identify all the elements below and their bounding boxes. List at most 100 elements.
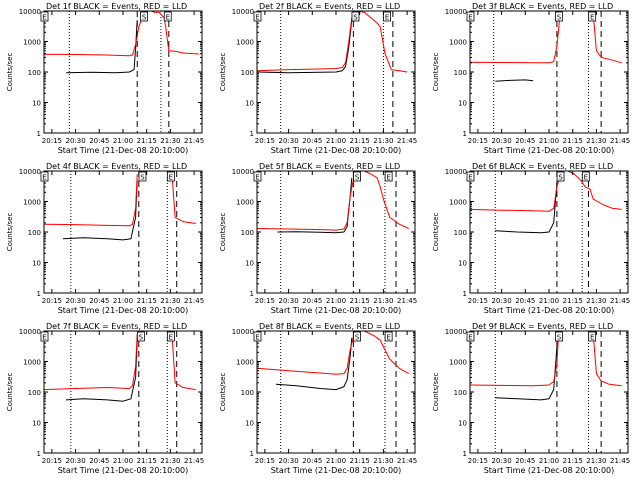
- y-axis-label: Counts/sec: [432, 53, 440, 92]
- event-marker-label: E: [255, 174, 259, 182]
- y-tick-label: 10000: [445, 328, 467, 336]
- event-marker-box: [466, 11, 475, 22]
- x-tick-label: 21:45: [397, 297, 417, 305]
- x-tick-label: 20:45: [515, 457, 535, 465]
- event-marker-box: [555, 331, 563, 342]
- y-tick-label: 1: [250, 130, 254, 138]
- y-tick-label: 1000: [236, 199, 254, 207]
- y-tick-label: 1: [463, 130, 467, 138]
- y-tick-label: 10: [32, 260, 41, 268]
- x-tick-label: 20:15: [42, 297, 62, 305]
- x-tick-label: 20:15: [42, 137, 62, 145]
- x-tick-label: 21:30: [160, 457, 180, 465]
- event-marker-label: E: [584, 174, 588, 182]
- panel-title: Det 3f BLACK = Events, RED = LLD: [472, 2, 613, 11]
- x-axis-label: Start Time (21-Dec-08 20:10:00): [271, 306, 402, 315]
- x-tick-label: 21:30: [586, 297, 606, 305]
- event-marker-box: [384, 171, 393, 182]
- detector-panel: Det 8f BLACK = Events, RED = LLD 1 10 100 10…: [219, 322, 417, 475]
- events-series-line: [275, 337, 353, 391]
- y-tick-label: 1000: [23, 359, 41, 367]
- panel-title: Det 5f BLACK = Events, RED = LLD: [259, 162, 400, 171]
- event-marker-box: [556, 171, 565, 182]
- y-tick-label: 100: [241, 69, 254, 77]
- panel-title: Det 2f BLACK = Events, RED = LLD: [259, 2, 400, 11]
- x-tick-label: 21:30: [586, 457, 606, 465]
- y-tick-label: 100: [454, 69, 467, 77]
- y-tick-label: 10: [458, 420, 467, 428]
- x-tick-label: 21:00: [326, 297, 346, 305]
- detector-panel: Det 1f BLACK = Events, RED = LLD 1 10 100 10…: [6, 2, 204, 155]
- x-axis-label: Start Time (21-Dec-08 20:10:00): [484, 306, 615, 315]
- event-marker-label: E: [468, 174, 472, 182]
- event-marker-label: E: [169, 334, 173, 342]
- event-marker-label: S: [140, 174, 145, 182]
- x-tick-label: 20:30: [279, 457, 299, 465]
- x-tick-label: 21:15: [563, 297, 583, 305]
- panel-title: Det 8f BLACK = Events, RED = LLD: [259, 322, 400, 331]
- events-series-line: [66, 20, 138, 74]
- x-axis-label: Start Time (21-Dec-08 20:10:00): [271, 146, 402, 155]
- event-marker-box: [588, 331, 597, 342]
- event-marker-box: [40, 11, 49, 22]
- y-tick-label: 1: [37, 290, 41, 298]
- y-tick-label: 1000: [449, 199, 467, 207]
- event-marker-box: [40, 171, 49, 182]
- x-axis-label: Start Time (21-Dec-08 20:10:00): [58, 466, 189, 475]
- x-tick-label: 21:15: [137, 457, 157, 465]
- x-tick-label: 21:00: [539, 297, 559, 305]
- x-tick-label: 21:45: [184, 297, 204, 305]
- lld-series-line: [592, 333, 622, 387]
- detector-panel: Det 4f BLACK = Events, RED = LLD 1 10 100 10…: [6, 162, 204, 315]
- plot-frame: [469, 330, 629, 454]
- event-marker-box: [40, 331, 49, 342]
- x-tick-label: 20:15: [255, 297, 275, 305]
- x-tick-label: 20:45: [89, 457, 109, 465]
- detector-panel: Det 9f BLACK = Events, RED = LLD 1 10 100 10…: [432, 322, 630, 475]
- x-tick-label: 20:15: [255, 137, 275, 145]
- y-tick-label: 10000: [232, 328, 254, 336]
- y-tick-label: 10: [458, 100, 467, 108]
- x-tick-label: 21:30: [373, 297, 393, 305]
- x-tick-label: 20:45: [89, 297, 109, 305]
- x-tick-label: 21:00: [113, 457, 133, 465]
- x-tick-label: 20:30: [492, 457, 512, 465]
- x-tick-label: 21:45: [610, 137, 630, 145]
- y-tick-label: 10: [245, 100, 254, 108]
- x-tick-label: 21:45: [184, 457, 204, 465]
- y-axis-label: Counts/sec: [219, 53, 227, 92]
- events-series-line: [66, 340, 138, 402]
- y-tick-label: 10000: [232, 168, 254, 176]
- events-series-line: [277, 177, 353, 234]
- lld-series-line: [171, 173, 196, 224]
- event-marker-label: E: [385, 14, 389, 22]
- x-tick-label: 20:15: [468, 297, 488, 305]
- x-tick-label: 21:15: [563, 457, 583, 465]
- y-tick-label: 1000: [449, 359, 467, 367]
- y-tick-label: 10: [458, 260, 467, 268]
- x-axis-label: Start Time (21-Dec-08 20:10:00): [271, 466, 402, 475]
- event-marker-box: [253, 11, 262, 22]
- y-tick-label: 1000: [236, 359, 254, 367]
- y-tick-label: 1: [463, 290, 467, 298]
- x-tick-label: 21:15: [137, 297, 157, 305]
- x-tick-label: 21:00: [113, 137, 133, 145]
- lld-series-line: [469, 170, 622, 212]
- detector-panel: Det 6f BLACK = Events, RED = LLD 1 10 100 10…: [432, 162, 630, 315]
- x-tick-label: 20:45: [302, 297, 322, 305]
- y-tick-label: 1: [37, 130, 41, 138]
- event-marker-box: [581, 171, 590, 182]
- event-marker-box: [138, 171, 147, 182]
- y-tick-label: 10000: [19, 8, 41, 16]
- event-marker-box: [353, 331, 361, 342]
- y-axis-label: Counts/sec: [6, 373, 14, 412]
- event-marker-label: E: [255, 14, 259, 22]
- x-tick-label: 20:30: [66, 297, 86, 305]
- y-tick-label: 10000: [19, 328, 41, 336]
- detector-panel: Det 5f BLACK = Events, RED = LLD 1 10 100 10…: [219, 162, 417, 315]
- y-tick-label: 1000: [449, 39, 467, 47]
- event-marker-label: E: [590, 334, 594, 342]
- x-axis-label: Start Time (21-Dec-08 20:10:00): [484, 146, 615, 155]
- panel-title: Det 4f BLACK = Events, RED = LLD: [46, 162, 187, 171]
